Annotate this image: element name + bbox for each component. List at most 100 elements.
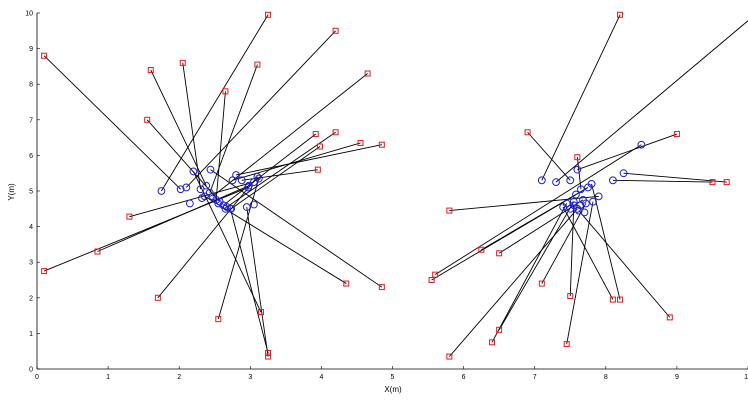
node-circle: [574, 206, 583, 215]
x-tick-label: 7: [533, 374, 537, 381]
anchor-square: [265, 349, 272, 356]
x-axis-label: X(m): [384, 385, 402, 394]
x-tick-label: 3: [248, 374, 252, 381]
node-circle: [566, 176, 575, 185]
anchor-square: [332, 129, 339, 136]
anchor-square: [265, 11, 272, 18]
x-tick-label: 2: [177, 374, 181, 381]
anchor-square: [215, 316, 222, 323]
node-circle: [594, 192, 603, 201]
y-tick-label: 3: [29, 260, 33, 267]
anchor-square: [609, 296, 616, 303]
node-circle: [584, 183, 592, 192]
connection-line: [246, 206, 269, 357]
anchor-square: [446, 353, 453, 360]
x-tick-label: 1: [106, 374, 110, 381]
node-circle: [249, 200, 258, 209]
node-circle: [589, 197, 597, 206]
anchor-square: [496, 326, 503, 333]
anchor-square: [144, 116, 151, 123]
node-circle: [576, 201, 585, 210]
anchor-square: [478, 246, 485, 253]
y-tick-label: 5: [29, 189, 33, 196]
connection-line: [209, 64, 258, 193]
x-tick-label: 6: [462, 374, 466, 381]
x-tick-label: 9: [675, 374, 679, 381]
anchor-square: [617, 11, 624, 18]
node-circle: [222, 203, 231, 211]
connection-line: [481, 194, 577, 251]
y-axis-label: Y(m): [7, 183, 16, 201]
connection-line: [491, 203, 568, 343]
connection-line: [215, 91, 226, 200]
connection-line: [210, 169, 383, 288]
y-tick-label: 2: [29, 295, 33, 302]
connection-line: [230, 146, 321, 210]
anchor-square: [332, 27, 339, 34]
node-circle: [552, 178, 560, 187]
connection-line: [449, 208, 578, 357]
connection-line: [43, 187, 249, 272]
connection-line: [150, 69, 207, 186]
anchor-square: [265, 353, 272, 360]
node-circle: [637, 140, 646, 149]
y-tick-label: 6: [29, 153, 33, 160]
anchor-square: [496, 250, 503, 257]
node-circle: [202, 181, 211, 190]
anchor-square: [538, 280, 545, 287]
anchor-square: [41, 268, 48, 275]
anchor-square: [41, 52, 48, 59]
node-circle: [580, 208, 589, 217]
connection-line: [212, 73, 368, 197]
connection-line: [569, 205, 575, 297]
anchor-square: [709, 179, 716, 186]
node-circle: [572, 190, 580, 199]
node-circle: [569, 197, 578, 206]
connection-line: [129, 181, 254, 218]
connection-line: [185, 30, 336, 188]
node-circle: [237, 176, 246, 185]
axis-ticks: 0 1 2 3 4 5 6 7 8 9 10 0 1 2 3 4 5 6 7 8 9 10: [25, 11, 748, 381]
y-tick-label: 7: [29, 117, 33, 124]
node-circle: [573, 165, 582, 174]
x-tick-label: 10: [744, 374, 748, 381]
anchor-square: [673, 131, 680, 138]
connection-line: [541, 14, 621, 181]
anchor-square: [432, 271, 439, 278]
node-circle: [176, 185, 185, 194]
anchor-square: [312, 131, 319, 138]
node-circle: [566, 204, 575, 213]
connection-line: [43, 55, 181, 190]
node-circle: [242, 203, 251, 211]
connection-line: [498, 199, 584, 254]
connection-line: [498, 201, 575, 331]
node-circle: [254, 174, 263, 183]
connection-line: [576, 157, 582, 190]
anchor-square: [666, 314, 673, 321]
y-tick-label: 1: [29, 331, 33, 338]
connection-line: [577, 133, 678, 171]
connection-lines: [43, 14, 748, 357]
node-circle: [228, 176, 237, 185]
anchor-square: [617, 296, 624, 303]
anchor-square: [489, 339, 496, 346]
connection-line: [235, 144, 382, 176]
connection-line: [97, 185, 250, 252]
connection-line: [612, 179, 713, 183]
node-circle: [609, 176, 617, 185]
anchor-square: [316, 143, 323, 150]
anchor-square: [574, 154, 581, 161]
data-markers: [41, 11, 730, 360]
connection-line: [193, 171, 262, 313]
anchor-square: [154, 294, 161, 301]
connection-line: [161, 14, 269, 192]
x-tick-label: 0: [35, 374, 39, 381]
node-circle: [157, 187, 166, 195]
connection-line: [562, 206, 614, 300]
y-tick-label: 0: [29, 367, 33, 374]
connection-line: [232, 142, 361, 181]
node-circle: [206, 165, 215, 174]
node-circle: [619, 169, 628, 178]
anchor-square: [147, 66, 154, 73]
